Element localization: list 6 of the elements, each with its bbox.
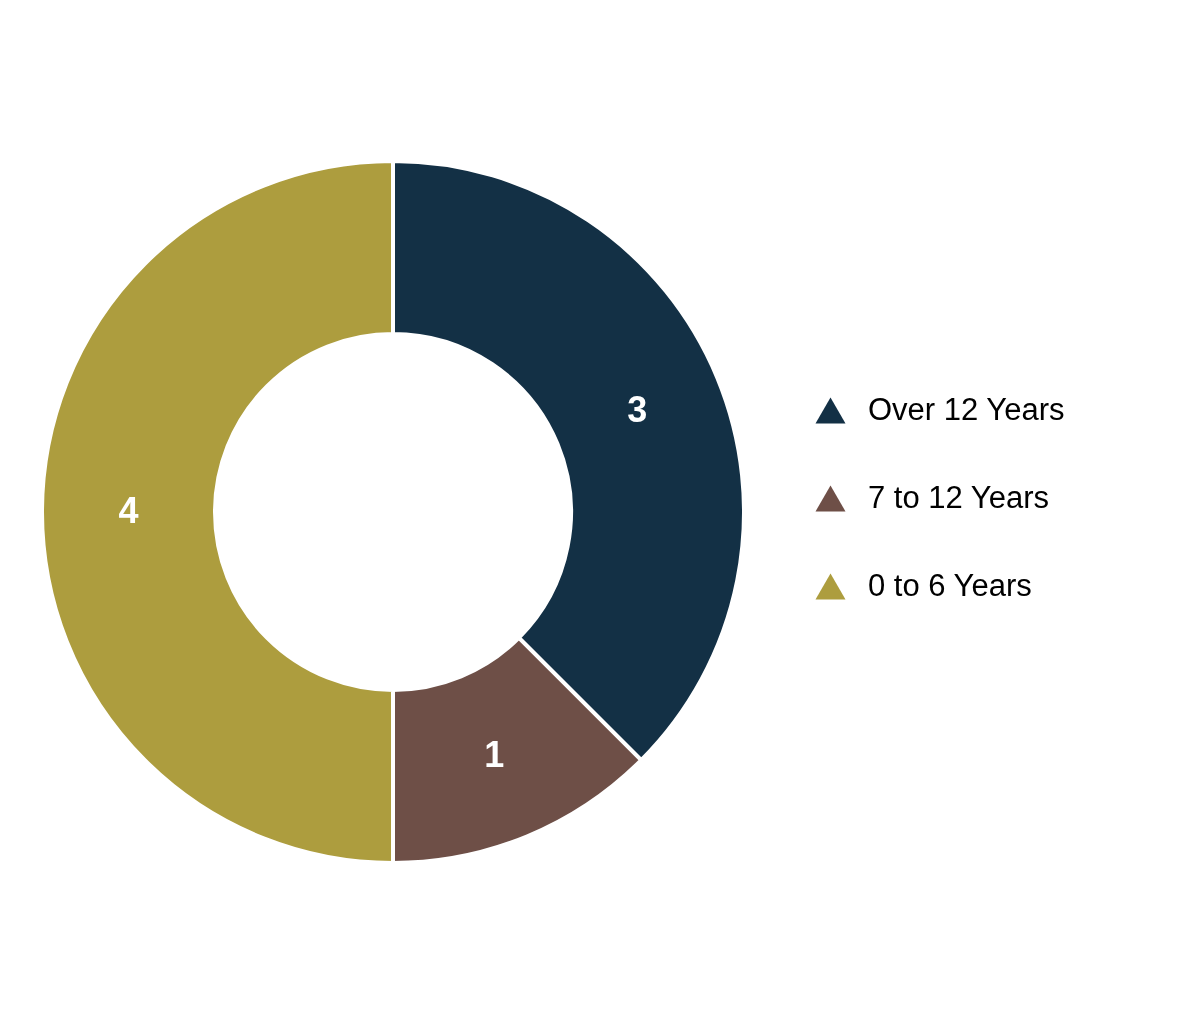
legend-label: 7 to 12 Years	[868, 479, 1049, 515]
data-label: 3	[627, 388, 648, 430]
legend-label: Over 12 Years	[868, 391, 1065, 427]
data-label: 4	[118, 490, 139, 531]
data-label: 1	[484, 734, 505, 776]
legend-label: 0 to 6 Years	[868, 567, 1032, 603]
